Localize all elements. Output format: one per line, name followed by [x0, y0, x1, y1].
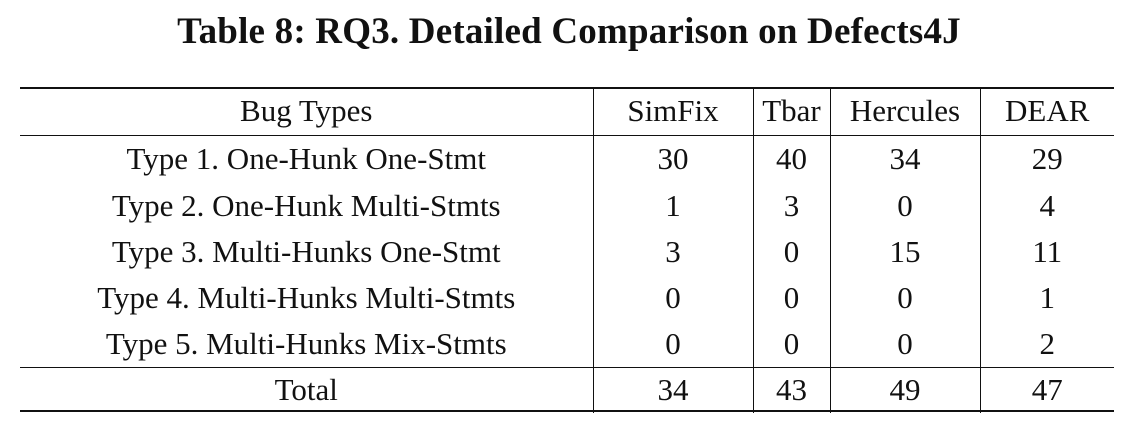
- cell-dear: 29: [979, 135, 1114, 183]
- total-tbar: 43: [752, 366, 830, 413]
- cell-hercules: 0: [829, 183, 980, 229]
- cell-hercules: 15: [829, 229, 980, 275]
- cell-dear: 1: [979, 275, 1114, 321]
- cell-dear: 2: [979, 321, 1114, 367]
- cell-tbar: 0: [752, 321, 830, 367]
- cell-tbar: 40: [752, 135, 830, 183]
- header-dear: DEAR: [979, 87, 1114, 136]
- table-row: Type 5. Multi-Hunks Mix-Stmts 0 0 0 2: [20, 321, 1114, 367]
- cell-simfix: 0: [592, 275, 753, 321]
- table-row: Type 4. Multi-Hunks Multi-Stmts 0 0 0 1: [20, 275, 1114, 321]
- cell-simfix: 30: [592, 135, 753, 183]
- cell-tbar: 3: [752, 183, 830, 229]
- header-bug-types: Bug Types: [20, 87, 593, 136]
- cell-simfix: 1: [592, 183, 753, 229]
- cell-hercules: 0: [829, 275, 980, 321]
- cell-simfix: 3: [592, 229, 753, 275]
- comparison-table: Bug Types SimFix Tbar Hercules DEAR Type…: [20, 87, 1114, 413]
- header-simfix: SimFix: [592, 87, 753, 136]
- total-hercules: 49: [829, 366, 980, 413]
- header-hercules: Hercules: [829, 87, 980, 136]
- table-caption: Table 8: RQ3. Detailed Comparison on Def…: [177, 11, 961, 52]
- row-label: Type 4. Multi-Hunks Multi-Stmts: [97, 280, 516, 315]
- row-label: Type 2. One-Hunk Multi-Stmts: [111, 188, 501, 223]
- cell-tbar: 0: [752, 229, 830, 275]
- table-row: Type 3. Multi-Hunks One-Stmt 3 0 15 11: [20, 229, 1114, 275]
- row-label: Type 5. Multi-Hunks Mix-Stmts: [105, 325, 507, 361]
- header-row: Bug Types SimFix Tbar Hercules DEAR: [20, 87, 1114, 136]
- cell-hercules: 0: [829, 321, 980, 367]
- total-dear: 47: [979, 366, 1114, 413]
- cell-hercules: 34: [829, 135, 980, 183]
- total-row: Total 34 43 49 47: [20, 366, 1114, 413]
- row-label: Type 3. Multi-Hunks One-Stmt: [111, 234, 501, 269]
- header-tbar: Tbar: [752, 87, 830, 136]
- total-simfix: 34: [592, 366, 753, 413]
- cell-tbar: 0: [752, 275, 830, 321]
- total-label: Total: [20, 366, 593, 413]
- cell-dear: 4: [979, 183, 1114, 229]
- table-row: Type 1. One-Hunk One-Stmt 30 40 34 29: [20, 135, 1114, 183]
- cell-simfix: 0: [592, 321, 753, 367]
- cell-dear: 11: [979, 229, 1114, 275]
- table-bottom-rule: [20, 410, 1114, 412]
- row-label: Type 1. One-Hunk One-Stmt: [126, 141, 486, 177]
- table-row: Type 2. One-Hunk Multi-Stmts 1 3 0 4: [20, 183, 1114, 229]
